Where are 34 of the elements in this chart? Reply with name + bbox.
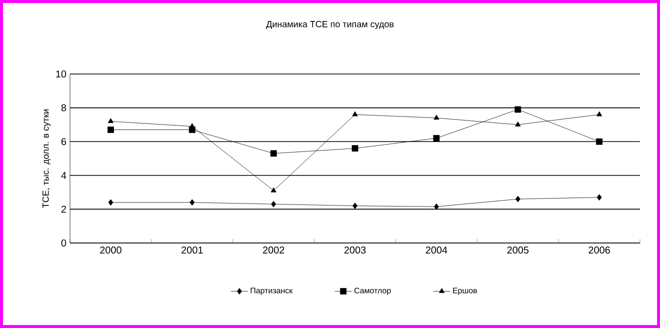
point xyxy=(352,111,358,116)
x-tick-label: 2003 xyxy=(344,246,366,254)
x-tick-label: 2005 xyxy=(507,246,529,254)
x-tick-label: 2001 xyxy=(182,246,203,254)
y-tick-label: 0 xyxy=(61,239,66,247)
point xyxy=(514,106,522,113)
x-tick-label: 2000 xyxy=(100,246,122,254)
point xyxy=(434,114,440,120)
point xyxy=(190,199,195,206)
point xyxy=(270,187,276,192)
point xyxy=(433,135,440,142)
y-tick-label: 2 xyxy=(61,206,66,213)
point xyxy=(352,202,358,210)
y-tick-label: 6 xyxy=(61,138,66,146)
point xyxy=(596,194,602,201)
y-tick-label: 4 xyxy=(61,172,66,179)
y-axis-title: ТСЕ, тыс. долл. в сутки xyxy=(42,109,51,208)
point xyxy=(596,111,602,116)
point xyxy=(596,138,602,145)
point xyxy=(271,200,276,208)
point xyxy=(515,122,521,126)
y-tick-label: 10 xyxy=(56,70,66,78)
point xyxy=(108,126,114,133)
y-tick-label: 8 xyxy=(61,104,66,112)
point xyxy=(108,118,114,124)
point xyxy=(108,199,114,206)
point xyxy=(270,150,277,157)
point xyxy=(352,145,358,152)
x-tick-label: 2004 xyxy=(426,246,448,254)
x-tick-label: 2006 xyxy=(588,246,610,254)
point xyxy=(515,196,520,202)
point xyxy=(434,203,439,210)
chart-title: Динамика ТСЕ по типам судов xyxy=(266,20,394,30)
x-tick-label: 2002 xyxy=(262,246,284,254)
